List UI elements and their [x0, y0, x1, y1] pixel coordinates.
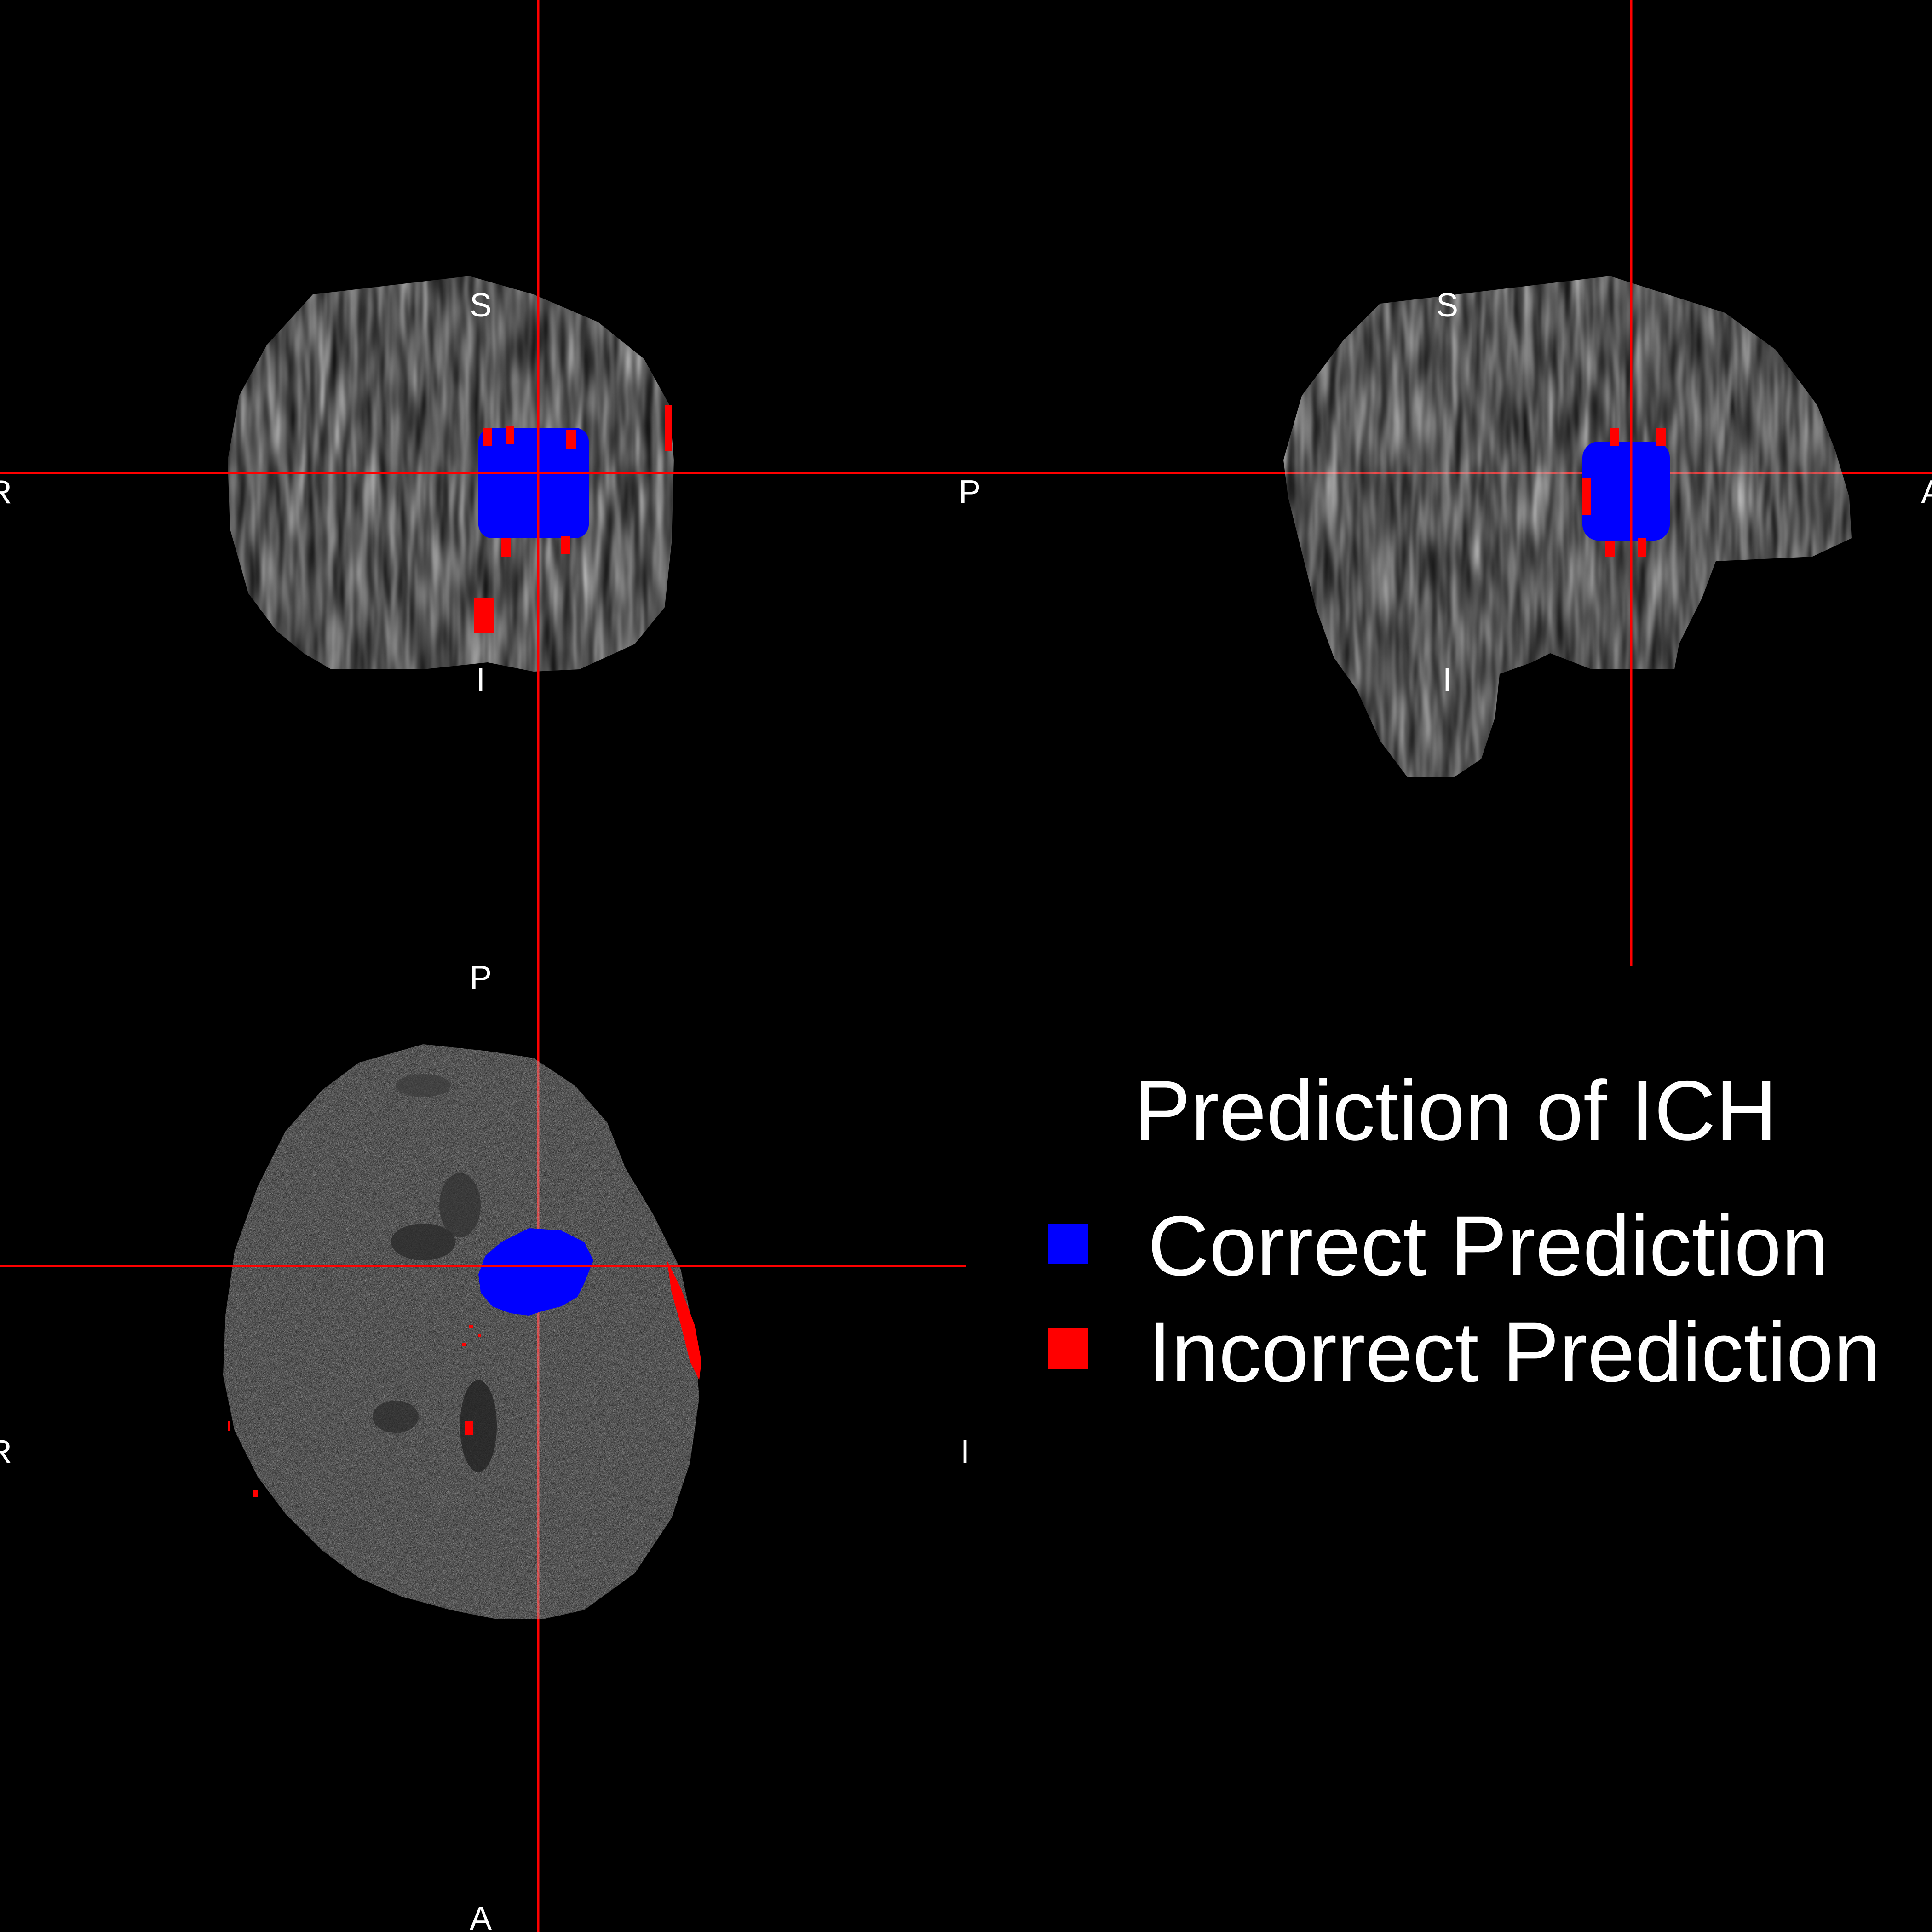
axial-ventricle: [460, 1380, 497, 1472]
axial-ventricle: [439, 1173, 481, 1237]
coronal-incorrect-mark: [665, 405, 672, 451]
legend-swatch-correct: [1048, 1224, 1088, 1264]
axial-incorrect-rim: [667, 1260, 702, 1380]
coronal-correct-region: [478, 428, 589, 538]
axial-correct-region: [478, 1228, 593, 1316]
axial-incorrect-mark: [469, 1325, 473, 1328]
axial-label-inferior: I: [960, 1433, 970, 1470]
coronal-incorrect-mark: [483, 428, 492, 446]
axial-incorrect-mark: [462, 1343, 466, 1346]
coronal-incorrect-mark: [561, 536, 570, 554]
coronal-incorrect-mark: [474, 598, 494, 632]
legend-title: Prediction of ICH: [1134, 1064, 1777, 1158]
coronal-incorrect-mark: [566, 430, 576, 448]
sagittal-label-superior: S: [1436, 287, 1458, 324]
sagittal-incorrect-mark: [1605, 540, 1615, 557]
sagittal-correct-region: [1582, 442, 1670, 540]
axial-label-right: R: [0, 1433, 12, 1470]
axial-ventricle: [396, 1074, 451, 1097]
legend-swatch-incorrect: [1048, 1328, 1088, 1369]
sagittal-incorrect-mark: [1582, 478, 1591, 515]
coronal-label-right: R: [0, 474, 12, 511]
coronal-label-inferior: I: [476, 661, 485, 698]
coronal-label-posterior: P: [959, 474, 981, 511]
sagittal-incorrect-mark: [1638, 538, 1646, 557]
axial-brain-slice: [223, 1044, 699, 1619]
axial-ventricle: [373, 1401, 419, 1433]
sagittal-label-inferior: I: [1443, 661, 1452, 698]
axial-incorrect-mark: [228, 1421, 230, 1431]
axial-view: P A R I: [0, 960, 970, 1932]
coronal-incorrect-mark: [501, 538, 511, 557]
coronal-label-superior: S: [470, 287, 492, 324]
legend-label-incorrect: Incorrect Prediction: [1148, 1305, 1881, 1400]
axial-incorrect-mark: [253, 1490, 258, 1497]
legend-label-correct: Correct Prediction: [1148, 1199, 1829, 1294]
sagittal-label-anterior: A: [1921, 474, 1932, 511]
legend: Prediction of ICH Correct Prediction Inc…: [1048, 1064, 1881, 1400]
axial-label-posterior: P: [470, 960, 492, 996]
axial-incorrect-mark: [478, 1334, 481, 1337]
coronal-incorrect-mark: [506, 426, 514, 444]
sagittal-view: S I A: [1283, 0, 1932, 966]
axial-ventricle: [391, 1224, 455, 1260]
axial-label-anterior: A: [470, 1900, 492, 1932]
sagittal-brain-slice: [1283, 276, 1852, 777]
axial-incorrect-mark: [465, 1421, 473, 1435]
sagittal-incorrect-mark: [1610, 428, 1619, 446]
sagittal-incorrect-mark: [1656, 428, 1666, 446]
